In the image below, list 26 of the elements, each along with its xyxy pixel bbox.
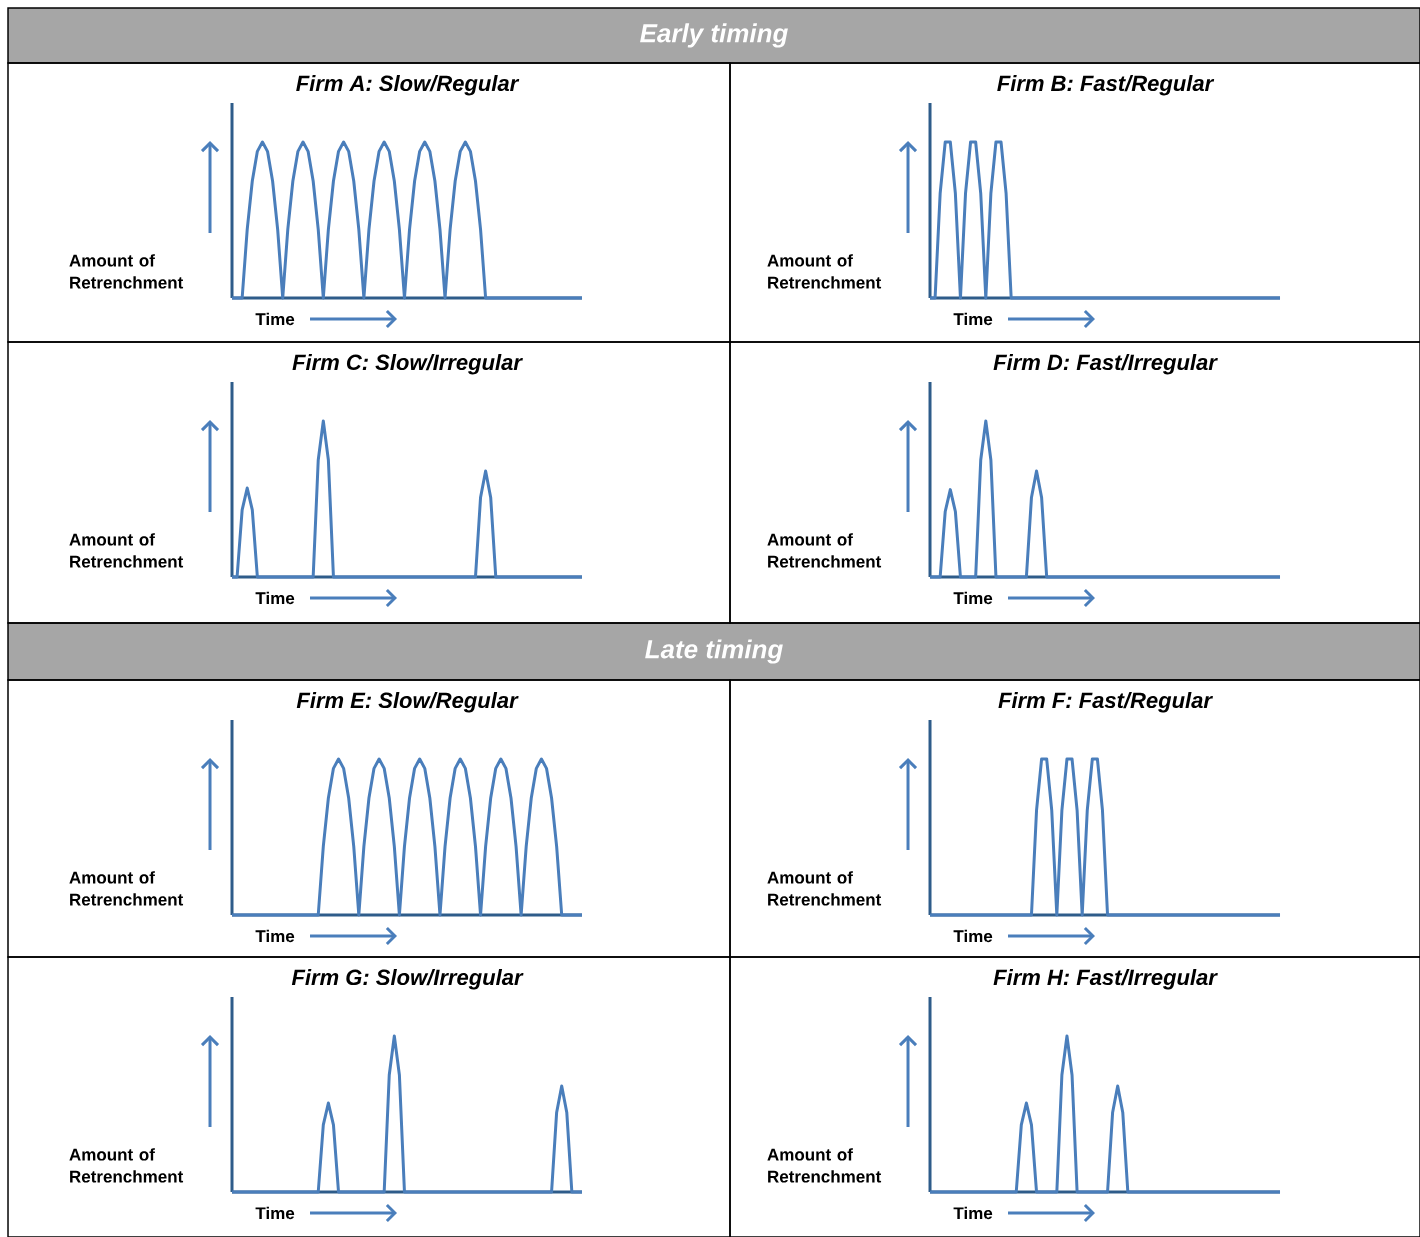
x-axis-title: Time [953, 929, 993, 943]
x-axis-title: Time [953, 591, 993, 605]
chart-title: Firm B: Fast/Regular [997, 74, 1215, 96]
y-axis-title: Amount of Retrenchment [767, 254, 882, 289]
chart-title: Firm D: Fast/Irregular [993, 353, 1218, 375]
x-axis-title: Time [953, 312, 993, 326]
y-axis-title: Amount of Retrenchment [767, 533, 882, 568]
y-axis-title: Amount of Retrenchment [767, 1148, 882, 1183]
chart-title: Firm H: Fast/Irregular [993, 968, 1218, 990]
text: Early timing [640, 23, 788, 48]
chart-title: Firm C: Slow/Irregular [292, 353, 523, 375]
x-axis-title: Time [255, 929, 295, 943]
chart-title: Firm G: Slow/Irregular [291, 968, 524, 990]
y-axis-title: Amount of Retrenchment [69, 871, 184, 906]
x-axis-title: Time [255, 591, 295, 605]
text: Late timing [645, 639, 783, 664]
x-axis-title: Time [255, 1206, 295, 1220]
y-axis-title: Amount of Retrenchment [69, 254, 184, 289]
y-axis-title: Amount of Retrenchment [69, 533, 184, 568]
y-axis-title: Amount of Retrenchment [767, 871, 882, 906]
chart-title: Firm F: Fast/Regular [998, 691, 1213, 713]
chart-title: Firm A: Slow/Regular [296, 74, 520, 96]
x-axis-title: Time [255, 312, 295, 326]
y-axis-title: Amount of Retrenchment [69, 1148, 184, 1183]
chart-title: Firm E: Slow/Regular [296, 691, 519, 713]
x-axis-title: Time [953, 1206, 993, 1220]
